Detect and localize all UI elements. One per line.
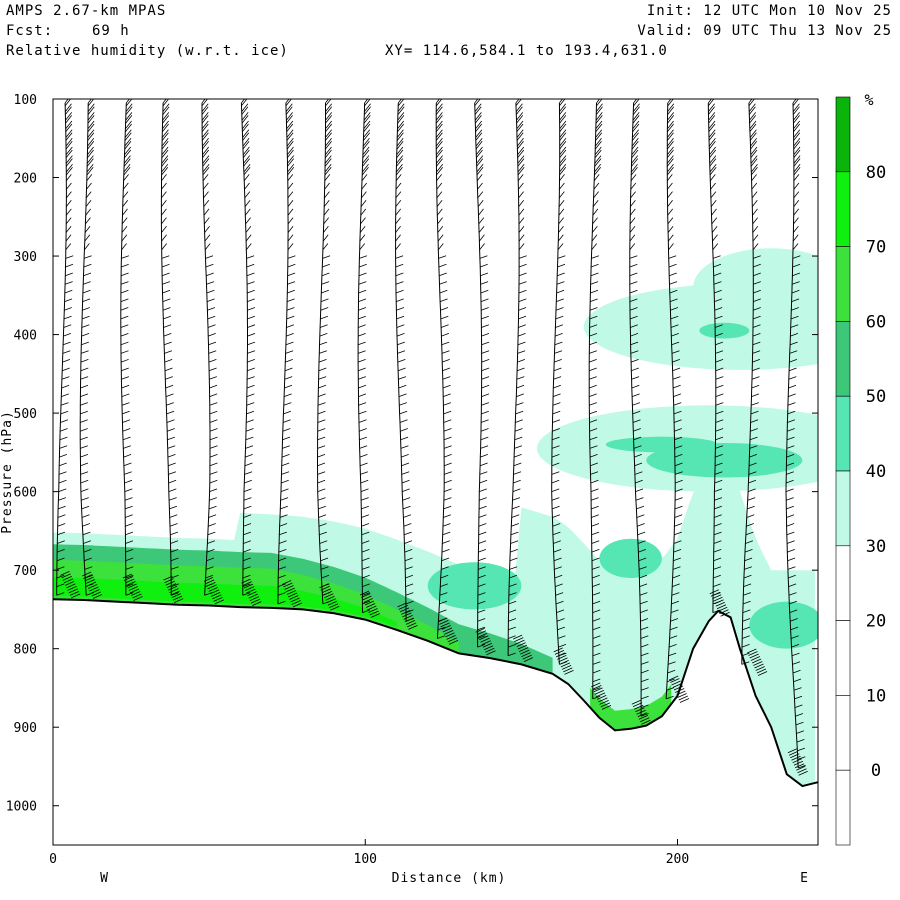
y-tick-label: 900 [14,721,37,736]
below-ground [53,599,818,845]
colorbar-segment [835,769,851,846]
wind-column [277,99,303,608]
forecast-hours: 69 h [92,23,130,39]
terrain-outline [52,598,819,788]
wind-column [785,99,808,776]
wind-column [395,99,418,630]
x-axis-label: Distance (km) [392,871,507,886]
wind-column [357,99,381,618]
rh-band-valley-floor [590,684,672,731]
valid-time: Valid: 09 UTC Thu 13 Nov 25 [637,23,892,39]
colorbar-unit: % [864,91,873,109]
plot-frame [52,98,819,846]
y-tick-label: 200 [14,172,37,187]
colorbar-label: 70 [866,238,886,258]
colorbar: 0 10 20 30 40 50 60 70 80 [835,96,886,846]
y-axis-label: Pressure (hPa) [0,410,15,534]
wind-column [201,99,224,605]
wind-column [240,99,262,606]
model-title: AMPS 2.67-km MPAS [6,3,167,19]
y-tick-label: 100 [14,93,37,108]
colorbar-segment [835,321,851,397]
rh-patch-40-a [427,562,522,610]
rh-patch-40-c [749,601,818,649]
colorbar-segment [835,96,851,173]
colorbar-segment [835,246,851,322]
init-time: Init: 12 UTC Mon 10 Nov 25 [646,3,892,19]
y-tick-label: 600 [14,486,37,501]
wind-column [435,99,459,645]
wind-column [588,99,612,710]
colorbar-segment [835,695,851,771]
wind-column [629,99,652,728]
rh-band-valley [552,471,815,787]
colorbar-label: 10 [866,686,886,706]
wind-column [741,99,768,676]
wind-barbs [56,99,808,776]
colorbar-label: 30 [866,537,886,557]
colorbar-segment [835,470,851,547]
wind-column [474,99,496,656]
rh-band-70-80 [53,577,397,627]
y-tick-label: 800 [14,643,37,658]
forecast-label: Fcst: [6,23,54,39]
wind-column [120,99,143,601]
y-tick-label: 300 [14,250,37,265]
y-tick-label: 400 [14,329,37,344]
wind-column [551,99,574,675]
colorbar-label: 60 [866,312,886,332]
colorbar-label: 50 [866,387,886,407]
colorbar-segment [835,620,851,696]
colorbar-label: 0 [871,761,881,781]
wind-column [317,99,340,611]
rh-band-upper-east2 [693,248,818,327]
colorbar-label: 80 [866,163,886,183]
x-tick-label: 100 [354,852,377,867]
y-tick-label: 700 [14,564,37,579]
colorbar-segment [835,171,851,247]
wind-column [160,99,184,603]
wind-column [507,99,534,662]
y-tick-label: 500 [14,407,37,422]
axes: 100 200 300 400 500 600 700 800 900 1000 0 100 200 [6,93,818,867]
wind-column [79,99,103,599]
x-tick-label: 0 [49,852,57,867]
wind-column [665,99,690,703]
wind-column [56,99,81,599]
colorbar-label: 20 [866,612,886,632]
colorbar-segment [835,395,851,472]
humidity-shading [53,248,818,845]
field-name: Relative humidity (w.r.t. ice) [6,43,289,59]
rh-band-mid-east-core2 [605,436,719,453]
west-label: W [100,871,108,886]
east-label: E [800,871,808,886]
colorbar-label: 40 [866,462,886,482]
wind-column [707,99,730,617]
rh-patch-upper [699,322,750,339]
colorbar-segment [835,545,851,621]
x-tick-label: 200 [666,852,689,867]
xy-range: XY= 114.6,584.1 to 193.4,631.0 [385,43,668,59]
rh-patch-40-b [599,538,662,579]
y-tick-label: 1000 [6,800,37,815]
